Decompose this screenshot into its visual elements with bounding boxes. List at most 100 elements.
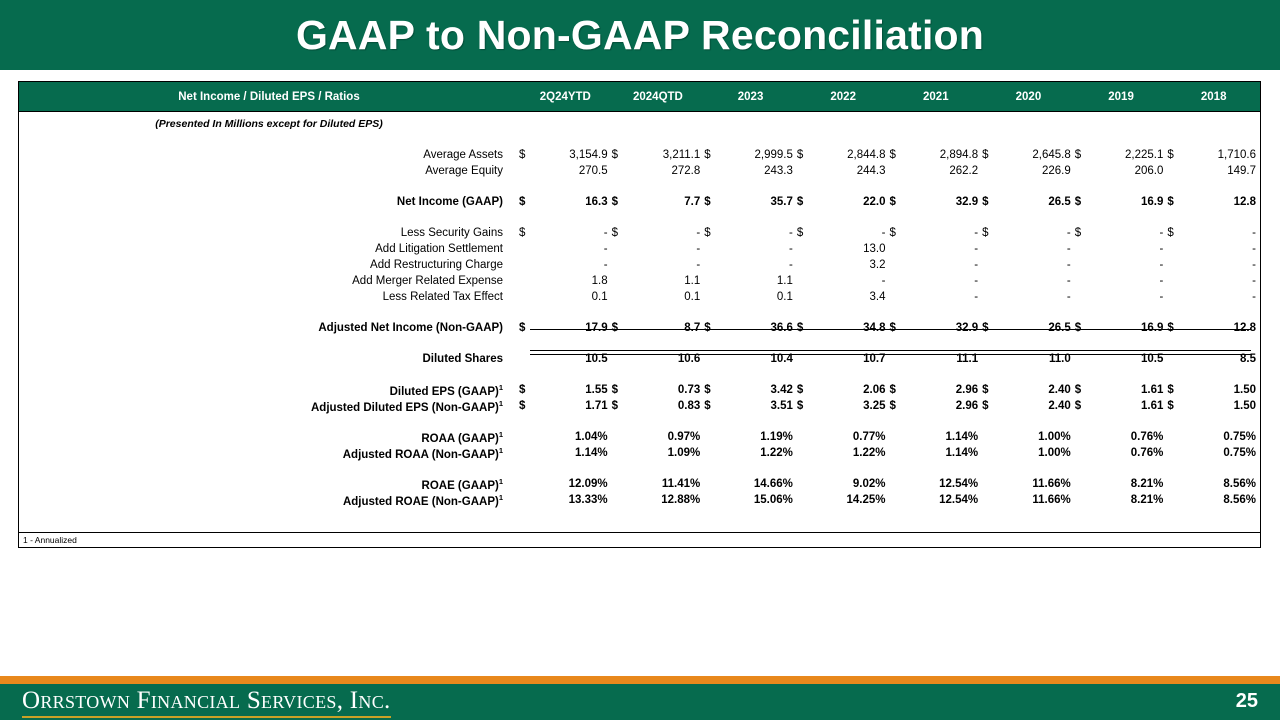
currency-symbol: $ xyxy=(611,384,619,396)
table-cell: $ - xyxy=(612,227,705,239)
currency-symbol: $ xyxy=(982,196,989,208)
cell-value: 8.21% xyxy=(1130,478,1164,490)
currency-symbol: $ xyxy=(519,196,526,208)
row-label: Adjusted Diluted EPS (Non-GAAP)1 xyxy=(310,398,503,414)
cell-value: 3.42 xyxy=(770,384,793,396)
table-row: Adjusted ROAE (Non-GAAP)1 13.33% 12.88% 15.… xyxy=(19,492,1260,508)
currency-symbol: $ xyxy=(1167,227,1174,239)
cell-value: 1.09% xyxy=(667,447,701,459)
table-cell: 0.75% xyxy=(1167,447,1260,459)
table-cell: 11.66% xyxy=(982,478,1075,490)
cell-value: 3.51 xyxy=(770,400,793,412)
table-cell: $16.9 xyxy=(1075,322,1168,334)
table-cell: $ - xyxy=(982,227,1075,239)
table-cell: 14.66% xyxy=(704,478,797,490)
table-row: Average Equity 270.5 272.8 243.3 244.3 262.2 2… xyxy=(19,163,1260,179)
table-cell: 1.14% xyxy=(519,447,612,459)
table-cell: 1.22% xyxy=(797,447,890,459)
table-cell: $16.9 xyxy=(1075,196,1168,208)
table-cell: - xyxy=(1167,259,1260,271)
currency-symbol: $ xyxy=(1167,384,1174,396)
table-cell: 12.09% xyxy=(519,478,612,490)
table-cell: $3.42 xyxy=(704,384,797,396)
currency-symbol: $ xyxy=(889,227,896,239)
table-cell: 149.7 xyxy=(1167,165,1260,177)
row-label: Adjusted ROAA (Non-GAAP)1 xyxy=(342,445,503,461)
currency-symbol: $ xyxy=(1167,196,1174,208)
cell-value: - xyxy=(1159,291,1164,303)
cell-value: - xyxy=(974,275,979,287)
table-cell: 272.8 xyxy=(612,165,705,177)
cell-value: 10.5 xyxy=(585,353,608,365)
currency-symbol: $ xyxy=(982,227,989,239)
cell-value: 11.66% xyxy=(1032,494,1071,506)
row-label: Average Assets xyxy=(423,149,503,161)
cell-value: - xyxy=(603,259,608,271)
table-cell: 1.8 xyxy=(519,275,612,287)
table-cell: $35.7 xyxy=(704,196,797,208)
row-label: Net Income (GAAP) xyxy=(396,196,503,208)
cell-value: - xyxy=(1252,259,1256,271)
table-cell: $3.25 xyxy=(797,400,890,412)
cell-value: 12.54% xyxy=(939,478,979,490)
cell-value: 1.00% xyxy=(1038,447,1071,459)
cell-value: 0.73 xyxy=(677,384,701,396)
table-row: Adjusted ROAA (Non-GAAP)1 1.14% 1.09% 1.22%… xyxy=(19,445,1260,461)
cell-value: 1.00% xyxy=(1038,431,1071,443)
table-cell: $12.8 xyxy=(1167,322,1260,334)
cell-value: 226.9 xyxy=(1041,165,1071,177)
table-cell: 10.4 xyxy=(704,353,797,365)
cell-value: 1.19% xyxy=(760,431,793,443)
table-cell: 3.4 xyxy=(797,291,890,303)
table-column-headers: 2Q24YTD 2024QTD 2023 2022 2021 2020 2019 2018 xyxy=(519,91,1260,103)
cell-value: - xyxy=(881,275,886,287)
cell-value: - xyxy=(1066,275,1071,287)
table-cell: $16.3 xyxy=(519,196,612,208)
cell-value: 22.0 xyxy=(863,196,886,208)
table-cell: 206.0 xyxy=(1075,165,1168,177)
table-cell: 12.54% xyxy=(890,478,983,490)
table-cell: 0.75% xyxy=(1167,431,1260,443)
table-cell: - xyxy=(982,259,1075,271)
table-cell: 8.21% xyxy=(1075,494,1168,506)
cell-value: 0.75% xyxy=(1223,431,1256,443)
row-label: ROAE (GAAP)1 xyxy=(421,476,503,492)
currency-symbol: $ xyxy=(982,322,989,334)
cell-value: 0.97% xyxy=(667,431,701,443)
cell-value: - xyxy=(974,243,979,255)
table-cell: 8.56% xyxy=(1167,494,1260,506)
cell-value: - xyxy=(696,243,701,255)
cell-value: 14.66% xyxy=(753,478,793,490)
footer-bar xyxy=(0,684,1280,720)
company-logo: Orrstown Financial Services, Inc. xyxy=(22,686,391,718)
cell-value: 244.3 xyxy=(856,165,886,177)
table-cell: $1.71 xyxy=(519,400,612,412)
cell-value: 1.14% xyxy=(945,431,979,443)
column-header-2020: 2020 xyxy=(1015,90,1042,103)
column-header-2q24ytd: 2Q24YTD xyxy=(539,90,591,103)
table-cell: $1.50 xyxy=(1167,384,1260,396)
currency-symbol: $ xyxy=(796,149,804,161)
footnote-marker: 1 xyxy=(498,429,503,439)
currency-symbol: $ xyxy=(704,384,711,396)
cell-value: 8.56% xyxy=(1223,494,1256,506)
table-cell: $3.51 xyxy=(704,400,797,412)
cell-value: 15.06% xyxy=(753,494,793,506)
currency-symbol: $ xyxy=(796,322,804,334)
cell-value: 2,844.8 xyxy=(847,149,886,161)
row-label: Add Restructuring Charge xyxy=(370,259,503,271)
footnote-marker: 1 xyxy=(498,492,503,502)
currency-symbol: $ xyxy=(704,400,711,412)
table-cell: 244.3 xyxy=(797,165,890,177)
table-row: Diluted EPS (GAAP)1 $1.55 $0.73 $3.42 $2.06 $… xyxy=(19,382,1260,398)
table-cell: 1.04% xyxy=(519,431,612,443)
cell-value: 2,999.5 xyxy=(754,149,793,161)
cell-value: - xyxy=(974,227,979,239)
cell-value: 1.50 xyxy=(1233,384,1256,396)
cell-value: 12.09% xyxy=(568,478,608,490)
table-cell: 12.54% xyxy=(890,494,983,506)
cell-value: - xyxy=(1066,243,1071,255)
table-cell: 12.88% xyxy=(612,494,705,506)
table-cell: - xyxy=(1167,243,1260,255)
table-cell: 0.1 xyxy=(704,291,797,303)
